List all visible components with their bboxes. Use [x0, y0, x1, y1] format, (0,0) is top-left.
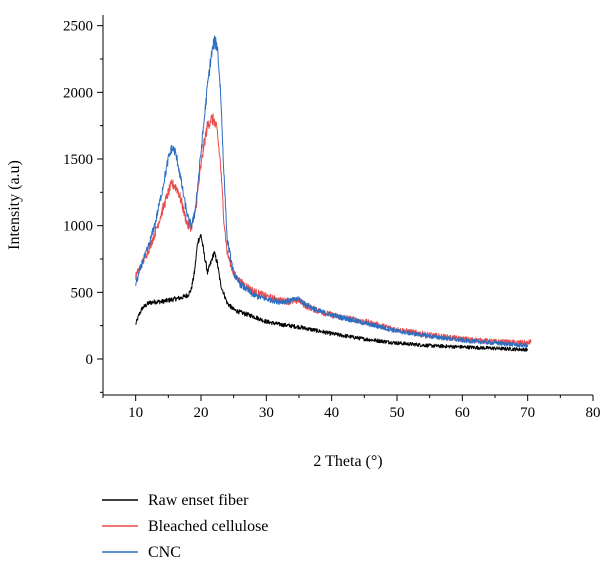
x-tick-label: 70 — [520, 405, 535, 421]
x-tick-label: 80 — [586, 405, 600, 421]
series-line — [135, 35, 529, 349]
y-tick-label: 0 — [86, 352, 94, 368]
legend-label: Bleached cellulose — [148, 518, 268, 535]
y-tick-label: 500 — [71, 285, 94, 301]
x-ticks: 10 20 30 40 50 60 70 80 — [102, 395, 600, 421]
x-tick-label: 30 — [259, 405, 274, 421]
y-ticks: 0 500 1000 1500 2000 2500 — [63, 19, 103, 393]
series-line — [135, 113, 532, 346]
x-tick-label: 60 — [455, 405, 470, 421]
axes — [102, 15, 593, 396]
x-tick-label: 50 — [390, 405, 405, 421]
legend-label: Raw enset fiber — [148, 492, 249, 509]
x-axis-title: 2 Theta (°) — [313, 453, 382, 470]
y-tick-label: 1500 — [63, 152, 93, 168]
y-axis-title: Intensity (a.u) — [6, 160, 23, 250]
legend-label: CNC — [148, 544, 181, 561]
series-layer — [135, 35, 532, 352]
x-tick-label: 20 — [194, 405, 209, 421]
series-line — [135, 234, 529, 352]
x-tick-label: 10 — [128, 405, 143, 421]
y-tick-label: 2000 — [63, 85, 93, 101]
legend: Raw enset fiber Bleached cellulose CNC — [102, 492, 268, 561]
y-tick-label: 2500 — [63, 19, 93, 35]
x-tick-label: 40 — [324, 405, 339, 421]
y-tick-label: 1000 — [63, 219, 93, 235]
